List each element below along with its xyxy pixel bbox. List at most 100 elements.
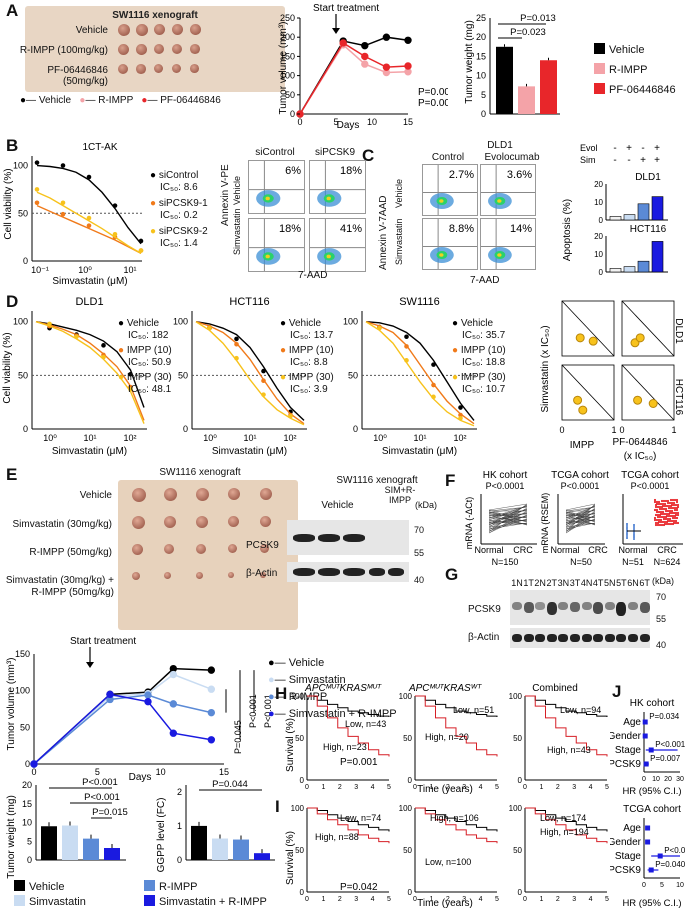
x-tick-label: 0 <box>413 784 417 791</box>
data-point <box>458 412 463 418</box>
crc-point <box>665 504 669 508</box>
iso-cell <box>621 364 675 421</box>
crc-point <box>665 522 669 526</box>
f-hk-x1: Normal <box>474 545 503 555</box>
tumor <box>154 24 166 36</box>
crc-point <box>665 514 669 518</box>
crc-point <box>658 515 662 519</box>
km-curve <box>525 695 608 757</box>
e-blot-mw-40: 40 <box>414 575 425 585</box>
e-blot-mw-55: 55 <box>414 548 425 558</box>
tumor <box>196 516 208 528</box>
panel-label-a: A <box>6 1 19 20</box>
crc-point <box>675 508 679 512</box>
crc-point <box>655 510 659 514</box>
chart-e-weight: 0 5 10 15 20 Tumor weight (mg) P<0.001 P<0.0… <box>6 777 128 879</box>
y-tick-label: 0 <box>183 424 188 434</box>
tumor <box>164 572 171 579</box>
tumor <box>118 44 129 55</box>
y-tick-label: 10 <box>476 71 486 81</box>
growth-a-plot: 0 50 100 150 200 250 0 5 10 15 <box>280 13 413 127</box>
data-point <box>112 203 118 208</box>
e-growth-ylabel: Tumor volume (mm³) <box>6 658 17 751</box>
paired-line <box>565 512 596 526</box>
sim-sign: + <box>640 155 646 166</box>
paired-line <box>565 510 596 534</box>
crc-point <box>673 508 677 512</box>
y-tick-label: 0 <box>300 776 305 785</box>
hr-point <box>657 853 663 859</box>
crc-point <box>671 498 675 502</box>
g-mw-55: 55 <box>656 614 667 624</box>
crc-point <box>676 511 680 515</box>
h-low-1: Low, n=43 <box>345 719 386 729</box>
data-point <box>361 60 369 68</box>
e-blot-row-actin: β-Actin <box>246 568 278 579</box>
y-tick-label: 0 <box>481 109 486 119</box>
y-tick-label: 0 <box>353 424 358 434</box>
y-tick-label: 0 <box>518 776 523 785</box>
bar <box>191 825 207 860</box>
crc-point <box>675 516 679 520</box>
crc-point <box>659 518 663 522</box>
normal-point <box>633 532 635 534</box>
e-blot-pcsk9 <box>287 520 409 555</box>
j-row-label: Gender <box>610 837 642 848</box>
cell-peak <box>497 199 502 203</box>
i-high-2: High, n=106 <box>430 813 479 823</box>
y-tick-label: 0 <box>518 888 523 897</box>
crc-point <box>667 504 671 508</box>
y-tick-label: 50 <box>348 370 358 380</box>
iso-tick: 1 <box>671 425 676 435</box>
crc-point <box>672 511 676 515</box>
d-plot-title: SW1116 <box>399 296 440 308</box>
crc-point <box>672 521 676 525</box>
paired-line <box>565 522 596 530</box>
f-tcga2-p: P<0.0001 <box>631 481 670 491</box>
km-curve <box>525 807 608 832</box>
paired-line <box>488 510 528 534</box>
d-legend-name: ● IMPP (10) <box>452 345 506 356</box>
y-tick-label: 50 <box>295 846 304 855</box>
d-legend-name: ● Vehicle <box>452 318 494 329</box>
crc-point <box>653 500 657 504</box>
data-point <box>431 394 436 400</box>
j-row-label: Stage <box>615 745 642 756</box>
hr-point <box>642 733 648 739</box>
hr-point <box>645 825 651 831</box>
x-tick-label: 5 <box>660 882 664 889</box>
combo-point <box>575 333 585 343</box>
g-band-pcsk9 <box>523 602 534 613</box>
crc-point <box>662 517 666 521</box>
crc-point <box>653 518 657 522</box>
x-tick-label: 10¹ <box>123 265 136 275</box>
y-tick-label: 20 <box>22 780 32 790</box>
e-growth-p1: P=0.045 <box>233 720 243 754</box>
crc-point <box>661 502 665 506</box>
legend-vehicle: Vehicle <box>38 95 72 106</box>
d-xlabel: Simvastatin (μM) <box>212 446 287 457</box>
d-legend-name: ● IMPP (10) <box>118 345 172 356</box>
bar <box>623 214 636 221</box>
crc-point <box>672 501 676 505</box>
data-point <box>169 729 178 737</box>
g-lane-label: 1N <box>511 578 523 588</box>
normal-point <box>626 533 628 535</box>
y-tick-label: 25 <box>476 13 486 23</box>
hr-point <box>643 761 649 767</box>
crc-point <box>657 518 661 522</box>
paired-line <box>565 522 596 528</box>
crc-point <box>675 500 679 504</box>
g-band-pcsk9 <box>570 602 580 612</box>
iso-tick: 0 <box>619 425 624 435</box>
i-high-1: High, n=88 <box>315 832 359 842</box>
g-lane-label: 1T <box>523 578 534 588</box>
x-tick-label: 3 <box>354 784 358 791</box>
f-tcga1-x1: Normal <box>550 545 579 555</box>
h-title-1: APCᴹᵁᵀKRASᴹᵁᵀ <box>304 683 382 694</box>
paired-line <box>488 503 528 511</box>
g-band-pcsk9 <box>546 602 557 616</box>
